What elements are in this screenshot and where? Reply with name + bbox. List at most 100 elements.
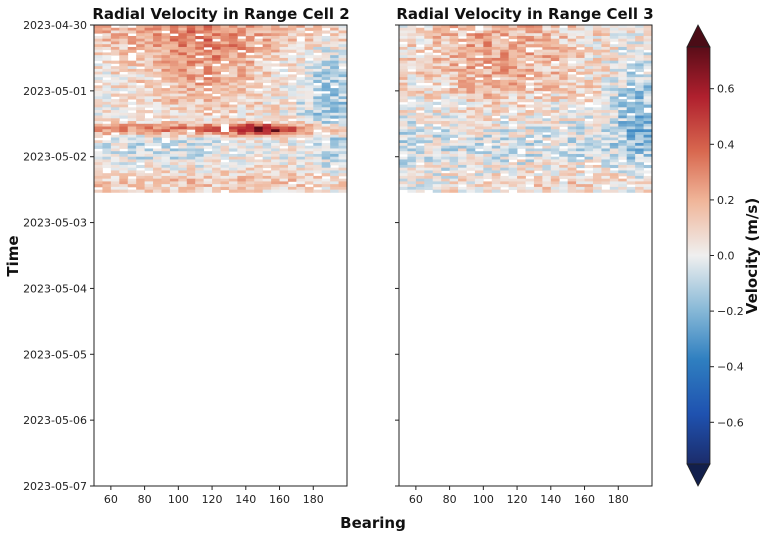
heatmap-cell (449, 148, 459, 152)
heatmap-cell (127, 148, 137, 152)
heatmap-cell (567, 57, 577, 62)
heatmap-cell (296, 186, 306, 191)
heatmap-cell (432, 173, 442, 177)
heatmap-cell (500, 101, 510, 105)
heatmap-cell (186, 110, 196, 114)
heatmap-cell (550, 162, 560, 166)
heatmap-cell (533, 101, 543, 105)
heatmap-cell (466, 173, 476, 177)
heatmap-cell (500, 142, 510, 147)
heatmap-cell (407, 170, 417, 174)
heatmap-cell (153, 153, 162, 158)
heatmap-cell (458, 44, 467, 48)
heatmap-cell (584, 129, 594, 133)
heatmap-cell (601, 93, 611, 97)
heatmap-cell (592, 77, 602, 81)
heatmap-cell (254, 25, 264, 29)
heatmap-cell (483, 162, 493, 166)
colorbar-extend-bottom (686, 463, 711, 487)
heatmap-cell (601, 101, 611, 105)
heatmap-cell (228, 77, 238, 81)
heatmap-cell (271, 142, 280, 147)
heatmap-cell (399, 35, 408, 40)
heatmap-cell (313, 118, 323, 122)
heatmap-cell (119, 74, 129, 78)
heatmap-cell (102, 60, 112, 64)
heatmap-cell (279, 104, 289, 108)
heatmap-cell (458, 93, 467, 97)
heatmap-cell (296, 123, 306, 127)
heatmap-cell (458, 27, 467, 31)
heatmap-cell (178, 90, 188, 94)
heatmap-cell (161, 110, 171, 114)
heatmap-cell (136, 93, 145, 97)
heatmap-cell (407, 140, 417, 144)
heatmap-cell (635, 173, 644, 177)
heatmap-cell (533, 112, 543, 116)
heatmap-cell (643, 44, 653, 48)
heatmap-cell (212, 175, 221, 180)
heatmap-cell (441, 110, 450, 114)
heatmap-cell (635, 175, 644, 180)
heatmap-cell (500, 25, 510, 29)
heatmap-cell (119, 115, 129, 119)
heatmap-cell (169, 63, 179, 67)
heatmap-cell (262, 90, 272, 94)
heatmap-cell (254, 68, 264, 73)
heatmap-cell (592, 121, 602, 125)
heatmap-cell (153, 156, 162, 160)
heatmap-cell (262, 68, 272, 73)
heatmap-cell (399, 88, 408, 92)
heatmap-cell (203, 153, 213, 158)
heatmap-cell (220, 164, 230, 169)
heatmap-cell (144, 178, 154, 182)
heatmap-cell (321, 167, 331, 171)
heatmap-cell (136, 159, 145, 163)
heatmap-cell (550, 57, 560, 62)
heatmap-cell (321, 93, 331, 97)
heatmap-cell (203, 115, 213, 119)
heatmap-cell (203, 66, 213, 70)
heatmap-cell (618, 164, 628, 169)
heatmap-cell (601, 107, 611, 111)
heatmap-cell (161, 55, 171, 59)
heatmap-cell (550, 104, 560, 108)
heatmap-cell (576, 38, 585, 42)
heatmap-cell (407, 77, 417, 81)
heatmap-cell (559, 46, 569, 51)
heatmap-cell (338, 33, 348, 37)
heatmap-cell (136, 107, 145, 111)
heatmap-cell (110, 140, 120, 144)
heatmap-cell (500, 153, 510, 158)
heatmap-cell (415, 63, 425, 67)
heatmap-cell (102, 118, 112, 122)
heatmap-cell (458, 118, 467, 122)
heatmap-cell (228, 68, 238, 73)
heatmap-cell (458, 25, 467, 29)
heatmap-cell (313, 142, 323, 147)
heatmap-cell (407, 96, 417, 100)
heatmap-cell (618, 181, 628, 185)
colorbar-tick-label: −0.2 (717, 305, 744, 318)
heatmap-cell (567, 156, 577, 160)
heatmap-cell (245, 159, 255, 163)
heatmap-cell (491, 175, 501, 180)
heatmap-cell (500, 99, 510, 103)
heatmap-cell (601, 104, 611, 108)
heatmap-cell (449, 107, 459, 111)
heatmap-cell (592, 33, 602, 37)
heatmap-cell (186, 184, 196, 188)
heatmap-cell (399, 79, 408, 84)
heatmap-cell (287, 137, 297, 141)
heatmap-cell (474, 142, 484, 147)
heatmap-cell (508, 112, 518, 116)
heatmap-cell (533, 49, 543, 53)
heatmap-cell (144, 25, 154, 29)
heatmap-cell (407, 164, 417, 169)
heatmap-cell (304, 60, 314, 64)
heatmap-cell (584, 110, 594, 114)
heatmap-cell (195, 74, 205, 78)
heatmap-cell (304, 49, 314, 53)
heatmap-cell (313, 107, 323, 111)
heatmap-cell (144, 38, 154, 42)
